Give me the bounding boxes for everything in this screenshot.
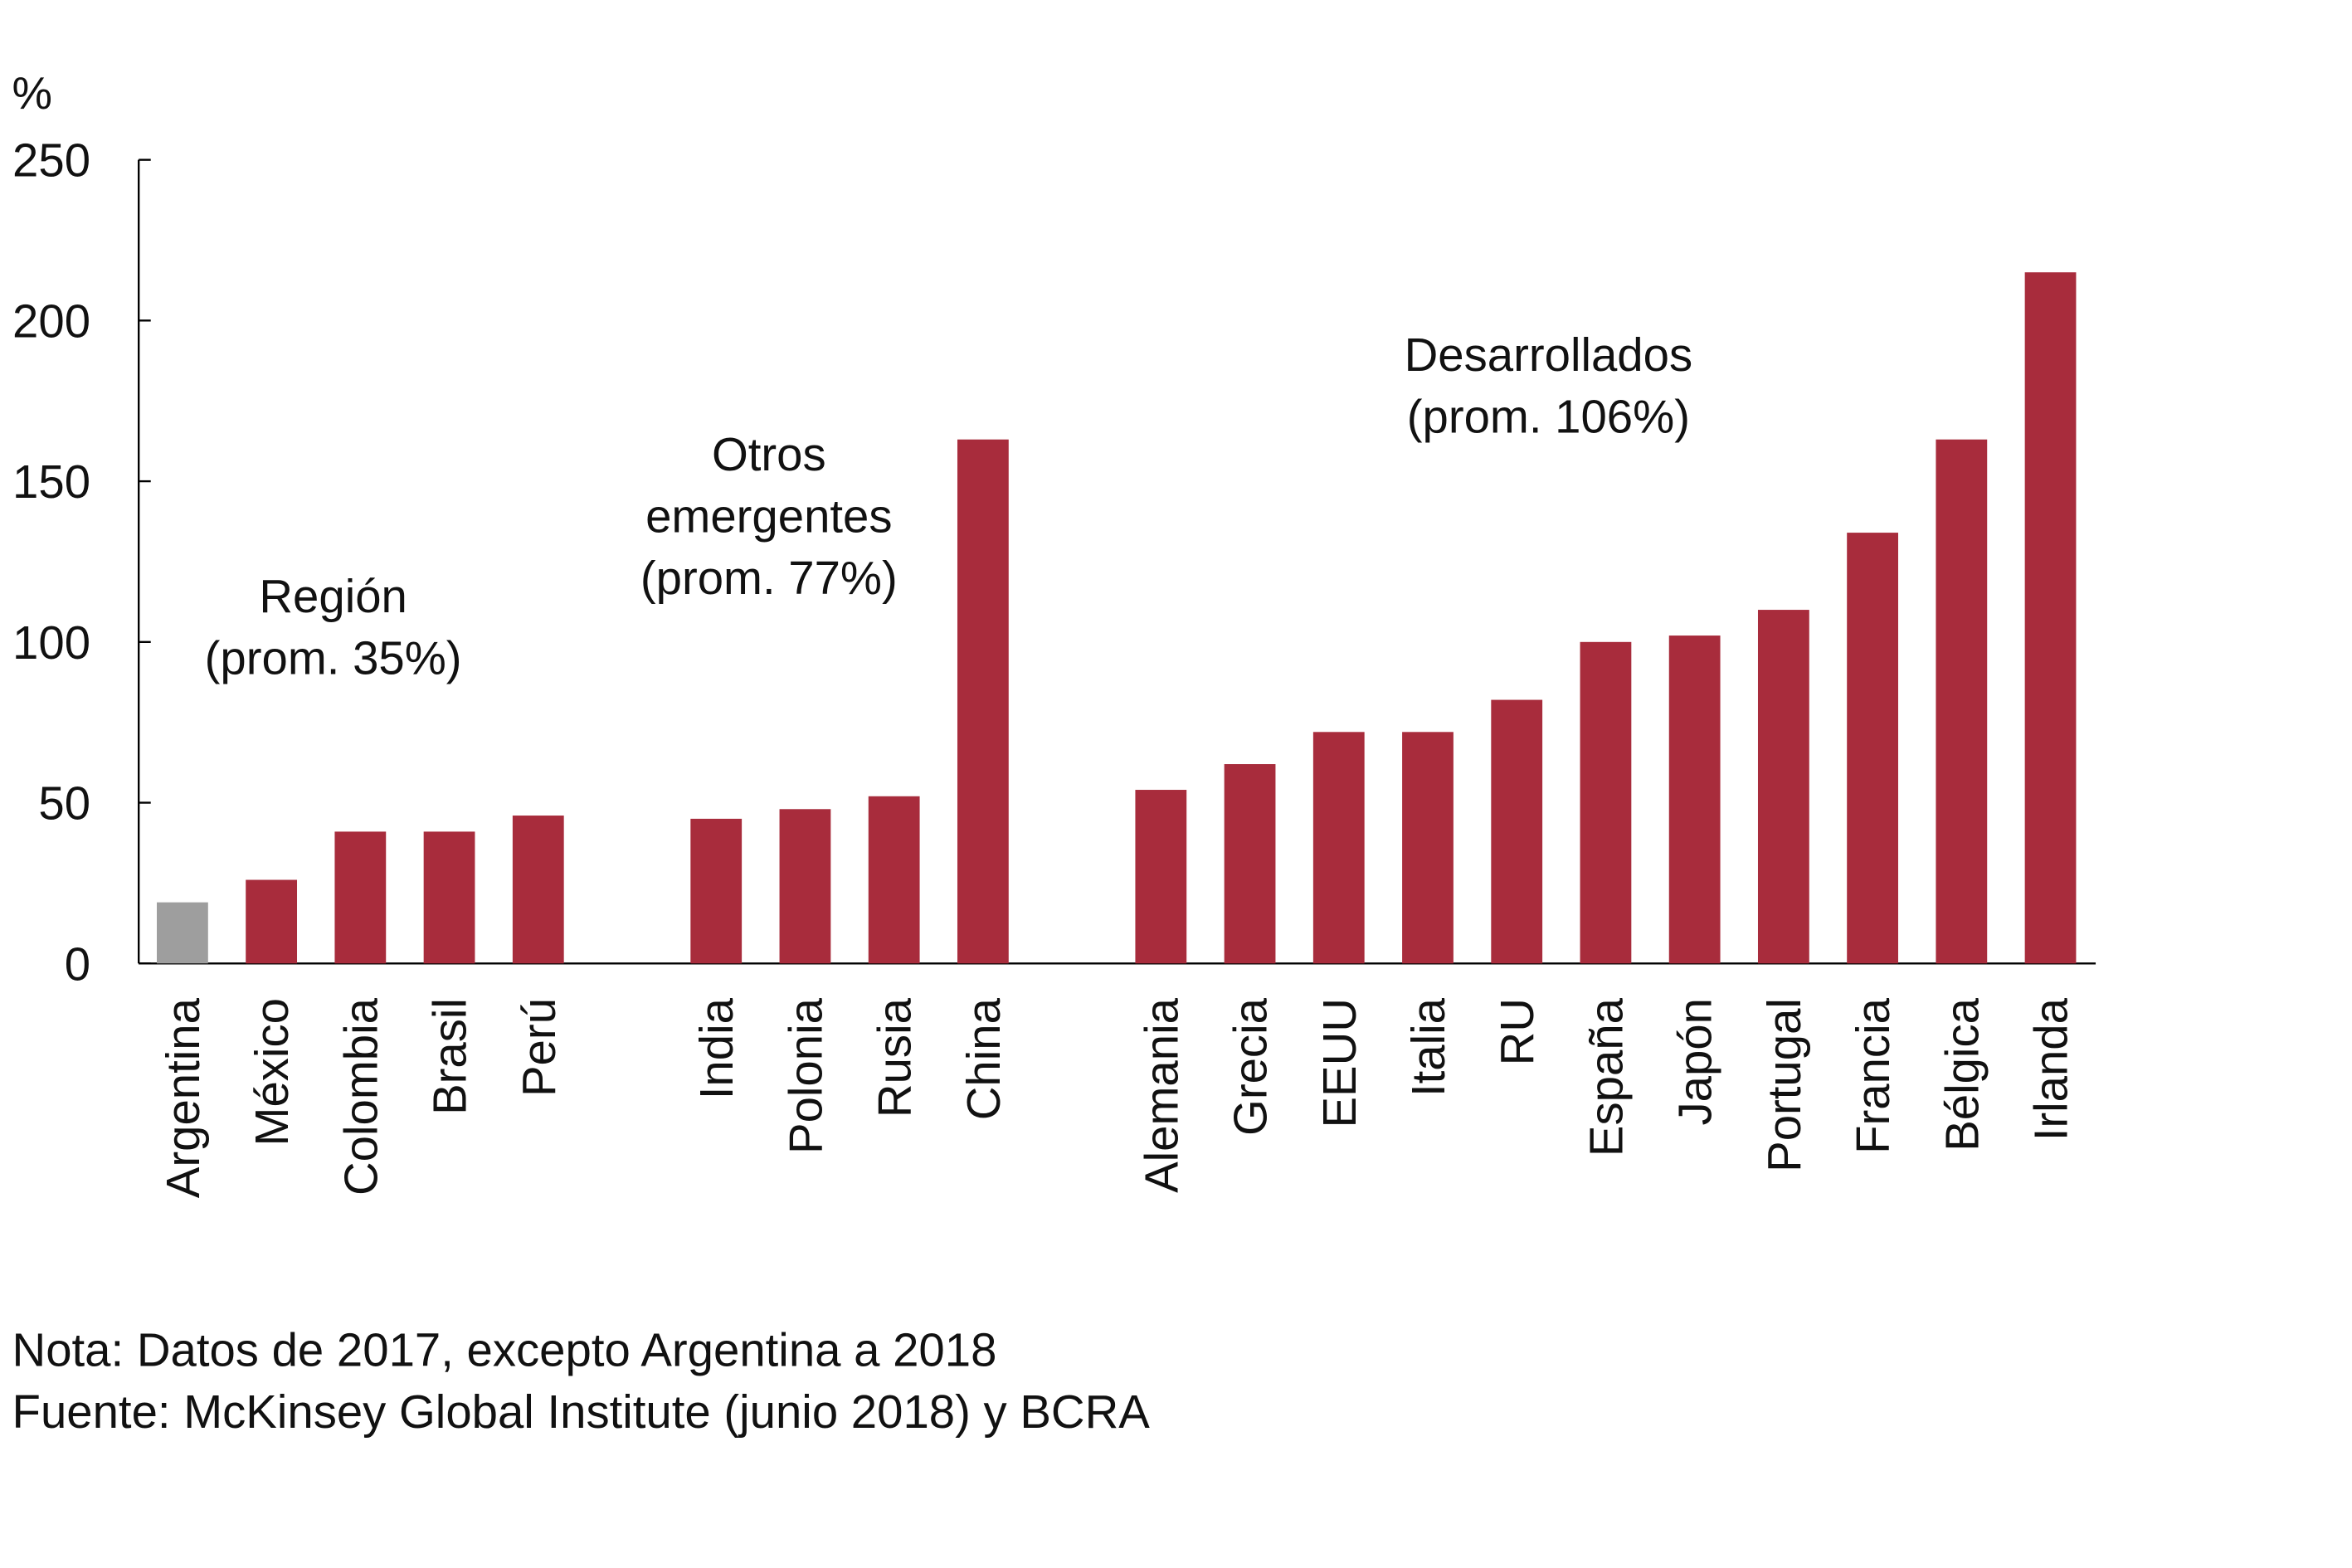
x-tick-label: Colombia [334,997,387,1195]
group-label: (prom. 35%) [205,631,462,684]
x-tick-label: Irlanda [2025,997,2077,1141]
bar-japón [1668,635,1721,964]
x-tick-label: España [1580,997,1632,1157]
bars [157,272,2077,964]
y-tick-label: 250 [12,134,90,187]
x-tick-label: Grecia [1225,997,1277,1136]
bar-india [690,818,743,964]
bar-perú [512,816,564,964]
y-axis-unit-label: % [12,68,52,119]
y-tick-label: 200 [12,295,90,347]
group-label: Otros [712,428,826,480]
x-tick-label: Perú [513,998,565,1097]
x-tick-label: Brasil [424,998,476,1115]
bar-brasil [423,831,475,964]
bar-méxico [246,879,298,964]
group-label: (prom. 77%) [640,552,898,604]
y-tick-label: 50 [38,777,90,830]
bar-españa [1580,641,1632,964]
x-tick-label: Japón [1669,998,1721,1125]
bar-colombia [334,831,387,964]
x-tick-label: China [957,997,1010,1120]
bar-eeuu [1312,732,1365,964]
x-tick-label: EEUU [1313,998,1366,1127]
bar-grecia [1224,764,1276,964]
x-tick-label: Polonia [779,997,831,1154]
y-tick-label: 150 [12,455,90,508]
x-axis-labels: Argentina México Colombia Brasil Perú India Po… [157,997,2077,1198]
bar-rusia [868,796,920,964]
group-label: Desarrollados [1405,329,1693,381]
x-tick-label: Bélgica [1936,997,1988,1151]
bar-polonia [779,809,831,964]
x-tick-label: RU [1491,998,1543,1065]
source-text: Fuente: McKinsey Global Institute (junio… [12,1385,1151,1438]
x-tick-label: Argentina [157,997,209,1198]
x-tick-label: Alemania [1135,997,1187,1193]
x-tick-label: Portugal [1758,998,1810,1172]
bar-francia [1847,533,1898,964]
group-label: (prom. 106%) [1407,391,1690,443]
bar-argentina [157,902,208,964]
bar-portugal [1757,610,1809,964]
group-label: emergentes [645,490,892,543]
x-tick-label: México [246,998,298,1146]
bar-ru [1491,699,1543,964]
bar-alemania [1135,790,1187,964]
bar-irlanda [2024,272,2077,964]
x-tick-label: India [690,997,743,1099]
y-tick-label: 0 [65,937,90,990]
y-axis: 0 50 100 150 200 250 [12,134,2096,990]
x-tick-label: Francia [1847,997,1899,1153]
group-annotations: Región (prom. 35%) Otros emergentes (prom. 7… [205,329,1692,684]
y-tick-label: 100 [12,616,90,669]
bar-china [957,439,1009,964]
x-tick-label: Rusia [869,997,921,1118]
note-text: Nota: Datos de 2017, excepto Argentina a… [12,1323,997,1376]
bar-italia [1402,732,1454,964]
x-tick-label: Italia [1402,997,1454,1097]
group-label: Región [259,570,407,622]
bar-bélgica [1936,439,1988,964]
